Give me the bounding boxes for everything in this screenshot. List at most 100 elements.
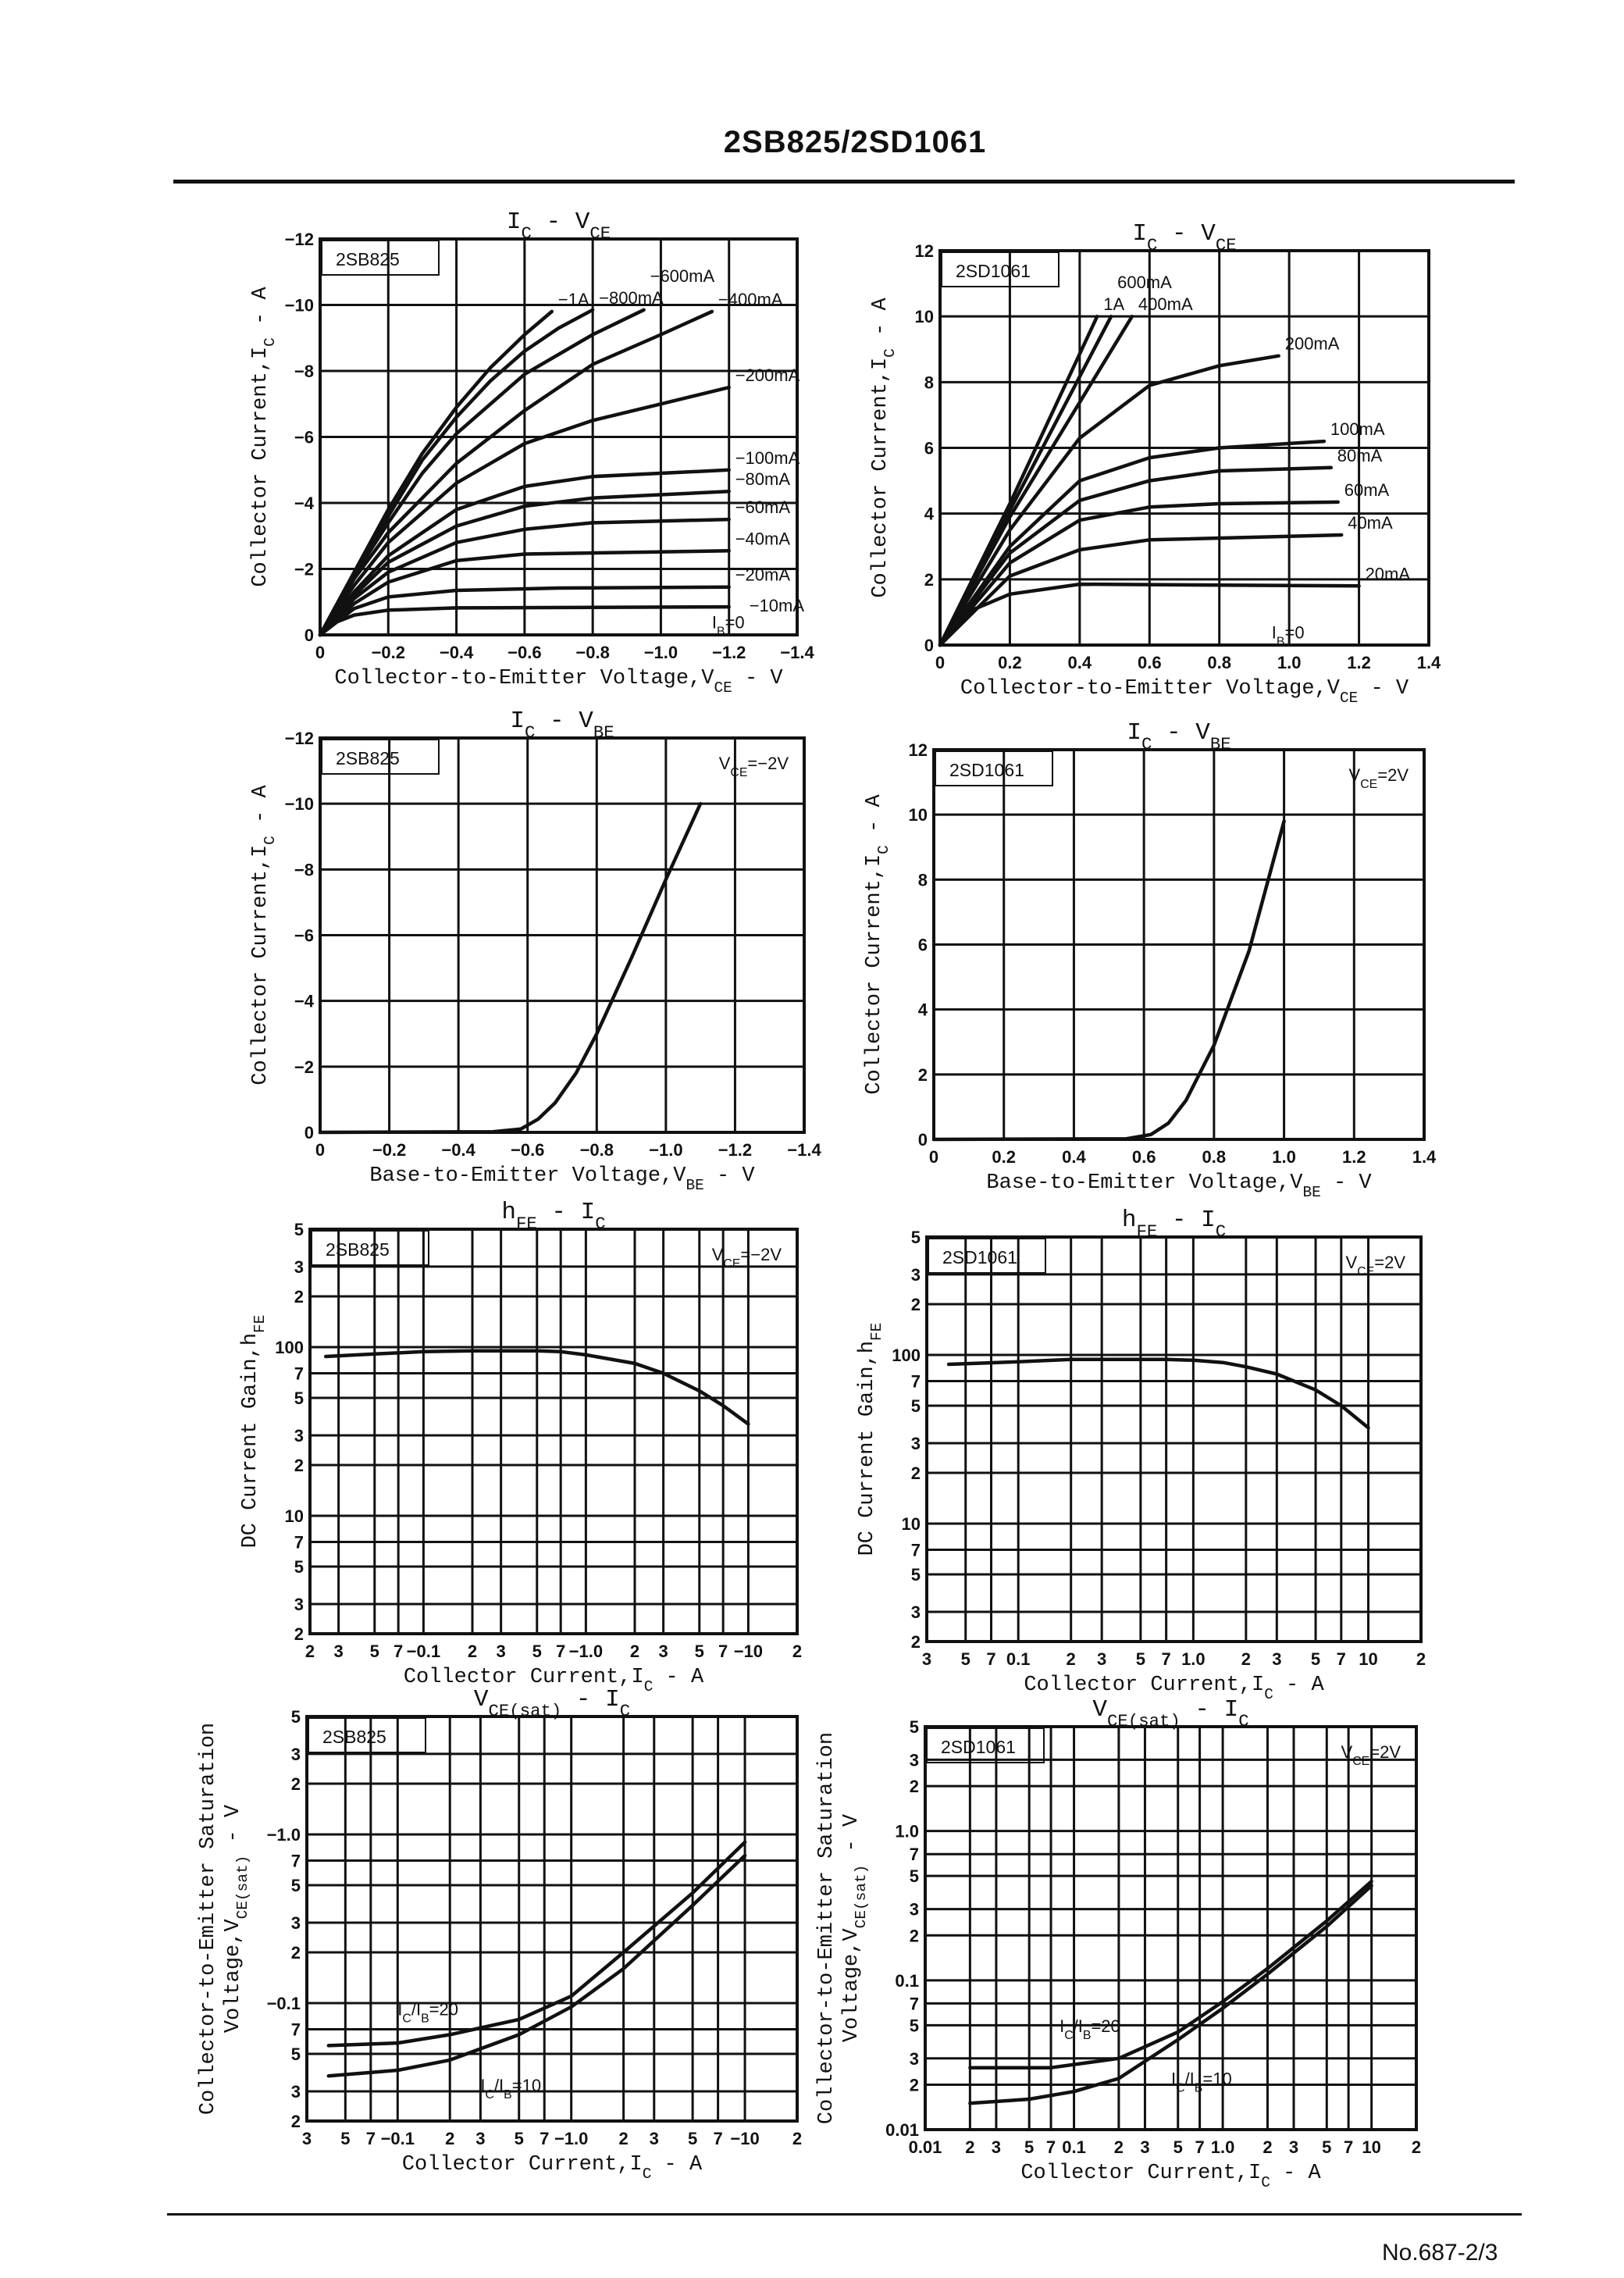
text-segment: CE (714, 679, 732, 697)
y-tick-label: 12 (909, 740, 928, 760)
series-curve-1 (323, 1349, 750, 1426)
text-segment: C (525, 722, 535, 743)
x-tick-label: −1.2 (718, 1140, 752, 1160)
curve-annotation: IC/IB=20 (397, 1999, 458, 2025)
x-tick-label: −0.8 (575, 643, 609, 662)
text-segment: =0 (1284, 623, 1304, 643)
series-label: 60mA (1344, 480, 1390, 500)
x-tick-label: 5 (1024, 2137, 1034, 2157)
x-tick-label: 5 (1136, 1649, 1145, 1669)
text-segment: =2V (1377, 765, 1409, 785)
y-tick-label: 2 (294, 1287, 304, 1307)
text-segment: - A (1270, 2162, 1322, 2185)
y-tick-label: 2 (910, 2075, 919, 2094)
text-segment: =20 (429, 1999, 458, 2019)
x-tick-label: 2 (965, 2137, 974, 2157)
y-tick-label: −6 (294, 428, 314, 447)
x-tick-label: −0.2 (372, 1140, 406, 1160)
x-tick-label: 2 (445, 2129, 454, 2148)
series-curve-3 (938, 314, 1134, 647)
text-segment: B (1083, 2029, 1092, 2042)
text-segment: V (719, 754, 731, 773)
series-curve-9 (938, 582, 1361, 647)
series-curve-7 (938, 500, 1340, 647)
y-tick-label: 6 (924, 439, 934, 458)
text-segment: - A (651, 2153, 703, 2176)
text-segment: B (1195, 2081, 1203, 2094)
series-curve-3 (318, 308, 646, 637)
series-curve-8 (938, 533, 1344, 647)
x-tick-label: 3 (922, 1649, 931, 1669)
series-label: 40mA (1348, 513, 1393, 533)
curve-annotation: IC/IB=10 (480, 2076, 541, 2102)
text-segment: FE (868, 1323, 885, 1341)
chart-1: 0 −0.2 −0.4 −0.6 −0.8 −1.0 −1.2 −1.4 0 −2 −4 −6 −8 −1… (249, 209, 814, 697)
y-tick-label: 2 (910, 1926, 919, 1945)
text-segment: BE (686, 1177, 703, 1194)
y-tick-label: 5 (910, 1717, 919, 1737)
chart-6: 3 5 7 0.1 2 3 5 7 1.0 2 3 5 7 10 22357102357100235hFE … (856, 1207, 1426, 1703)
y-tick-label: −12 (285, 230, 314, 249)
y-tick-label: −1.0 (267, 1825, 301, 1845)
part-numbers: 2SB825/2SD1061 (723, 125, 987, 159)
text-segment: Collector Current,I (249, 347, 272, 587)
y-tick-label: −2 (294, 1057, 314, 1077)
y-axis-label: Collector-to-Emitter Saturation (197, 1723, 220, 2115)
text-segment: V (1341, 1742, 1353, 1762)
text-segment: CE (589, 223, 611, 244)
y-tick-label: 7 (911, 1540, 921, 1560)
chart-8: 0.01 2 3 5 7 0.1 2 3 5 7 1.0 2 3 5 7 10 20.0123570.12357… (815, 1696, 1421, 2191)
y-tick-label: 2 (924, 570, 934, 590)
text-segment: C (262, 337, 279, 347)
condition-label: VCE=2V (1341, 1742, 1401, 1768)
series-curve-8 (318, 517, 731, 637)
series-label: 600mA (1117, 273, 1172, 292)
text-segment: - A (653, 1666, 704, 1689)
text-segment: - A (869, 298, 892, 349)
text-segment: B (717, 625, 725, 638)
x-tick-label: 3 (1272, 1649, 1281, 1669)
text-segment: - I (537, 1199, 595, 1226)
x-tick-label: 0.8 (1207, 653, 1231, 672)
text-segment: C (402, 2012, 411, 2025)
series-curve-11 (318, 604, 731, 637)
text-segment: Voltage,V (222, 1919, 245, 2034)
header-rule (173, 180, 1515, 184)
y-tick-label: 0 (918, 1130, 928, 1150)
text-segment: C (595, 1214, 605, 1234)
x-tick-label: −0.4 (440, 643, 474, 662)
series-curve-1 (946, 1357, 1370, 1430)
text-segment: CE(sat) (489, 1701, 562, 1721)
y-tick-label: −8 (294, 362, 314, 381)
y-tick-label: −10 (285, 296, 314, 315)
x-tick-label: 2 (305, 1642, 315, 1661)
x-tick-label: −0.1 (381, 2129, 415, 2148)
condition-label: VCE=−2V (712, 1245, 782, 1271)
chart-title: VCE(sat) - IC (474, 1686, 630, 1721)
y-tick-label: 5 (294, 1557, 304, 1577)
x-tick-label: 5 (340, 2129, 350, 2148)
device-label: 2SD1061 (956, 261, 1031, 281)
y-tick-label: 5 (911, 1228, 921, 1247)
text-segment: C (1064, 2029, 1073, 2042)
x-tick-label: −1.0 (644, 643, 678, 662)
chart-title: VCE(sat) - IC (1092, 1696, 1248, 1731)
text-segment: - V (840, 1813, 864, 1865)
plot-frame (319, 237, 799, 636)
y-axis-label: Collector-to-Emitter Saturation (815, 1732, 839, 2124)
x-tick-label: 2 (618, 2129, 628, 2148)
device-label-box (308, 1717, 426, 1753)
text-segment: C (486, 2087, 494, 2101)
text-segment: B (1277, 635, 1285, 648)
x-axis-label: Collector Current,IC - A (404, 1666, 704, 1695)
x-tick-label: 0.1 (1062, 2137, 1086, 2157)
y-tick-label: 3 (294, 1595, 304, 1614)
y-tick-label: −6 (294, 926, 314, 946)
text-segment: - V (1152, 719, 1210, 747)
y-tick-label: 3 (291, 1913, 301, 1933)
text-segment: - V (704, 1164, 756, 1188)
y-tick-label: 3 (911, 1265, 921, 1285)
y-tick-label: 5 (294, 1220, 304, 1239)
text-segment: V (1346, 1253, 1358, 1272)
